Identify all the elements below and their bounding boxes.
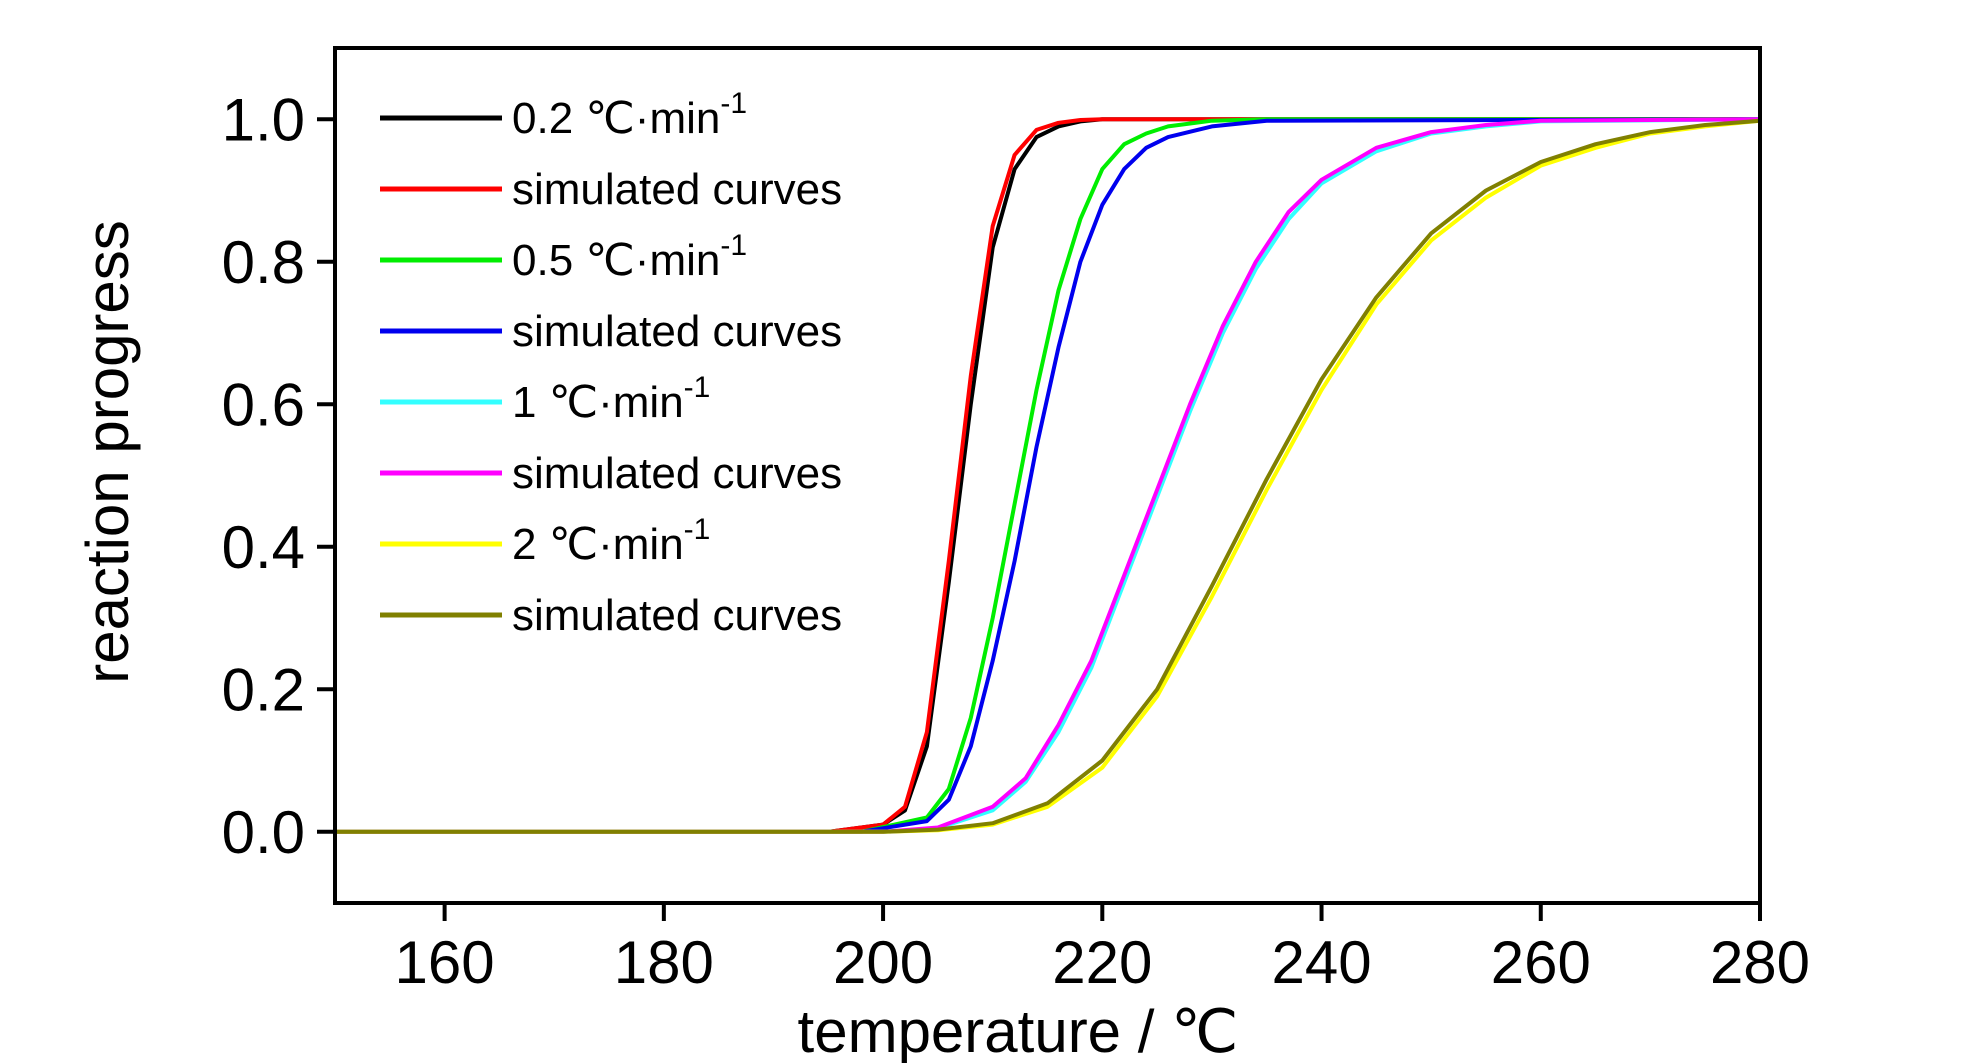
x-tick-label-180: 180 [614, 929, 714, 996]
legend-label-1: 0.2 ℃·min-1 [512, 87, 747, 143]
series-line-6 [333, 117, 1762, 834]
series-line-4 [333, 117, 1762, 834]
y-tick-label-2: 0.4 [222, 514, 305, 581]
x-tick-label-200: 200 [833, 929, 933, 996]
legend-label-6: simulated curves [512, 449, 842, 498]
series-line-2 [333, 117, 1762, 834]
y-tick-label-5: 1.0 [222, 86, 305, 153]
x-tick-label-220: 220 [1052, 929, 1152, 996]
legend-label-5: 1 ℃·min-1 [512, 371, 710, 427]
ticks-layer: 160 180 200 220 240 260 280 0.0 0.2 0.4 0.6 0.8 1.0 [222, 86, 1810, 996]
legend-layer: 0.2 ℃·min-1 simulated curves 0.5 ℃·min-1 si… [380, 87, 842, 640]
y-tick-label-0: 0.0 [222, 799, 305, 866]
x-tick-label-160: 160 [395, 929, 495, 996]
legend-label-8: simulated curves [512, 591, 842, 640]
x-tick-label-280: 280 [1710, 929, 1810, 996]
legend-label-7: 2 ℃·min-1 [512, 513, 710, 569]
y-tick-label-1: 0.2 [222, 656, 305, 723]
y-tick-label-4: 0.8 [222, 229, 305, 296]
x-tick-label-260: 260 [1491, 929, 1591, 996]
y-axis-title: reaction progress [74, 220, 141, 684]
legend-label-2: simulated curves [512, 165, 842, 214]
y-tick-label-3: 0.6 [222, 371, 305, 438]
series-layer [333, 117, 1762, 834]
legend-label-4: simulated curves [512, 307, 842, 356]
plot-frame [333, 46, 1762, 905]
legend-label-3: 0.5 ℃·min-1 [512, 229, 747, 285]
x-axis-title: temperature / ℃ [798, 998, 1239, 1063]
series-line-3 [333, 117, 1762, 834]
series-line-8 [333, 118, 1762, 834]
x-tick-label-240: 240 [1271, 929, 1371, 996]
